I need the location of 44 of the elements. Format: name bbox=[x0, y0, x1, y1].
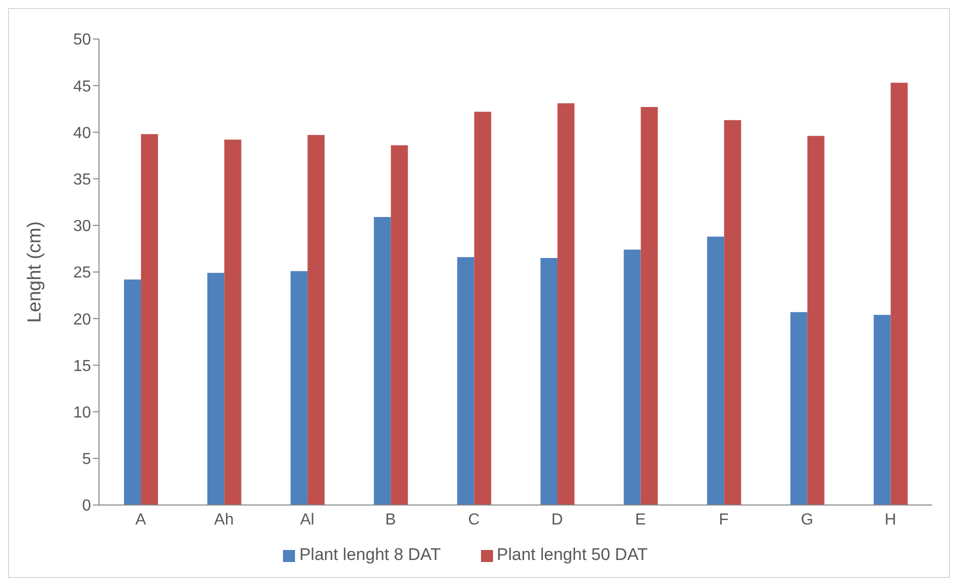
y-tick-label: 20 bbox=[73, 311, 92, 328]
y-tick-label: 5 bbox=[82, 451, 92, 468]
bar bbox=[140, 134, 158, 505]
x-tick-label: Al bbox=[300, 511, 314, 528]
bar bbox=[308, 134, 325, 505]
bar bbox=[557, 103, 574, 505]
x-tick-label: E bbox=[635, 511, 646, 528]
bar bbox=[457, 257, 474, 505]
x-tick-label: C bbox=[468, 511, 480, 528]
y-tick-label: 25 bbox=[73, 264, 92, 282]
legend-label: Plant lenght 8 DAT bbox=[299, 545, 441, 564]
y-tick-label: 45 bbox=[73, 78, 92, 96]
x-tick-label: H bbox=[884, 511, 896, 528]
bar bbox=[890, 82, 908, 505]
bar bbox=[124, 279, 141, 505]
bar bbox=[624, 250, 641, 505]
y-tick-label: 0 bbox=[82, 498, 92, 515]
y-tick-label: 40 bbox=[73, 124, 92, 142]
y-tick-label: 10 bbox=[73, 404, 92, 422]
x-tick-label: F bbox=[718, 511, 729, 528]
x-tick-label: B bbox=[385, 511, 396, 528]
legend-label: Plant lenght 50 DAT bbox=[496, 545, 648, 564]
bar bbox=[207, 272, 224, 505]
y-tick-label: 35 bbox=[73, 171, 92, 188]
bar bbox=[224, 140, 242, 505]
bar bbox=[874, 314, 891, 505]
x-tick-label: A bbox=[135, 511, 146, 528]
bar bbox=[390, 145, 408, 505]
bar bbox=[707, 236, 724, 505]
bar bbox=[640, 107, 658, 505]
bar bbox=[724, 120, 742, 505]
bar bbox=[540, 258, 558, 505]
y-axis-title: Lenght (cm) bbox=[24, 221, 46, 323]
x-tick-label: G bbox=[800, 511, 814, 528]
x-tick-label: D bbox=[551, 511, 563, 528]
bar bbox=[807, 136, 824, 505]
y-tick-label: 15 bbox=[73, 358, 92, 375]
bar bbox=[290, 271, 308, 505]
x-tick-label: Ah bbox=[214, 511, 234, 528]
y-tick-label: 50 bbox=[73, 32, 92, 49]
bar bbox=[474, 112, 492, 505]
bar bbox=[374, 217, 391, 505]
bar bbox=[790, 312, 808, 505]
y-tick-label: 30 bbox=[73, 218, 92, 236]
